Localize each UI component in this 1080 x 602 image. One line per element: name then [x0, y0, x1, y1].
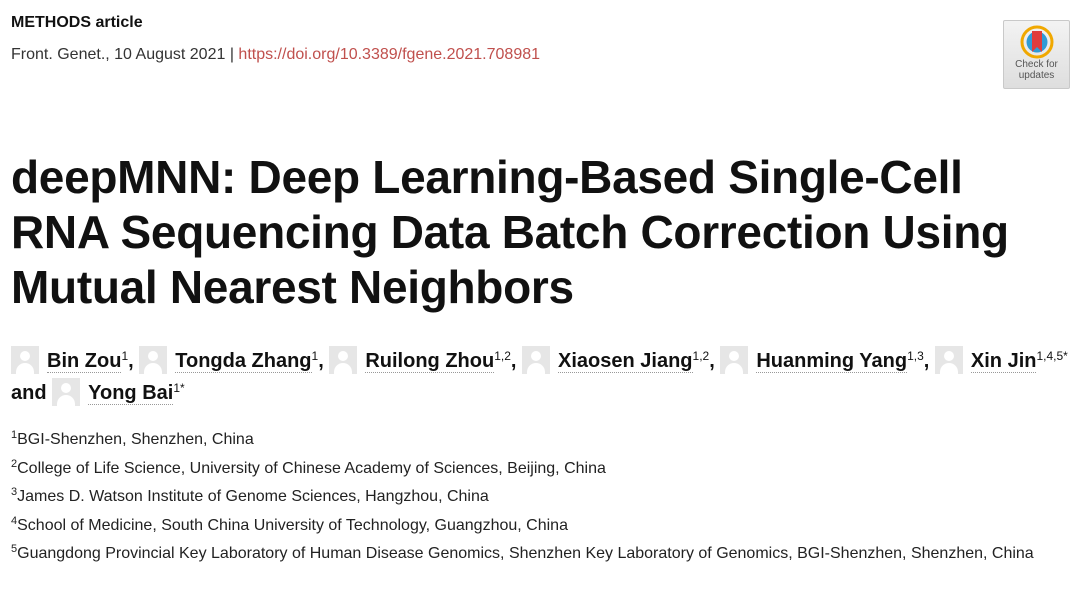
author-separator: ,	[923, 350, 935, 372]
affiliation-text: School of Medicine, South China Universi…	[17, 516, 568, 534]
badge-line-1: Check for	[1015, 59, 1058, 70]
avatar	[329, 346, 358, 374]
author-separator: ,	[510, 350, 523, 372]
journal-date: Front. Genet., 10 August 2021	[11, 46, 226, 63]
author-item[interactable]: Ruilong Zhou1,2	[329, 346, 511, 374]
article-title: deepMNN: Deep Learning-Based Single-Cell…	[11, 151, 1009, 313]
affiliation-text: James D. Watson Institute of Genome Scie…	[17, 488, 489, 506]
author-name[interactable]: Ruilong Zhou	[365, 350, 495, 373]
author-name[interactable]: Bin Zou	[47, 350, 122, 373]
author-affiliation-sup: 1,3	[907, 349, 924, 363]
badge-line-2: updates	[1018, 70, 1055, 81]
author-item[interactable]: Bin Zou1	[11, 346, 129, 374]
affiliation-item: 5Guangdong Provincial Key Laboratory of …	[11, 540, 1071, 569]
affiliation-number: 1	[11, 429, 18, 441]
author-separator: ,	[128, 350, 140, 372]
author-item[interactable]: Tongda Zhang1	[139, 346, 319, 374]
affiliation-list: 1BGI-Shenzhen, Shenzhen, China 2College …	[11, 426, 1071, 569]
avatar	[522, 346, 551, 374]
article-type-label: METHODS article	[11, 14, 143, 31]
affiliation-item: 3James D. Watson Institute of Genome Sci…	[11, 483, 1071, 512]
affiliation-item: 4School of Medicine, South China Univers…	[11, 512, 1071, 541]
avatar	[934, 346, 963, 374]
author-separator: and	[11, 382, 53, 404]
author-affiliation-sup: 1*	[173, 381, 185, 395]
avatar	[52, 378, 81, 406]
author-name[interactable]: Xin Jin	[970, 350, 1037, 373]
author-name[interactable]: Xiaosen Jiang	[558, 350, 693, 373]
affiliation-number: 4	[11, 514, 18, 527]
affiliation-text: College of Life Science, University of C…	[17, 459, 606, 477]
author-affiliation-sup: 1,2	[692, 349, 710, 363]
affiliation-number: 2	[11, 457, 18, 470]
author-name[interactable]: Tongda Zhang	[175, 350, 312, 373]
author-item[interactable]: Huanming Yang1,3	[720, 346, 924, 374]
affiliation-text: Guangdong Provincial Key Laboratory of H…	[17, 545, 1034, 563]
author-name[interactable]: Huanming Yang	[756, 350, 908, 373]
affiliation-item: 2College of Life Science, University of …	[11, 455, 1071, 484]
author-separator: ,	[318, 350, 330, 372]
author-item[interactable]: Xiaosen Jiang1,2	[522, 346, 710, 374]
author-item[interactable]: Yong Bai1*	[52, 378, 185, 406]
avatar	[11, 346, 39, 374]
affiliation-text: BGI-Shenzhen, Shenzhen, China	[17, 431, 254, 448]
author-separator: ,	[709, 350, 721, 372]
author-affiliation-sup: 1	[311, 349, 319, 363]
affiliation-number: 5	[11, 543, 18, 556]
author-affiliation-sup: 1	[121, 349, 129, 363]
doi-link[interactable]: https://doi.org/10.3389/fgene.2021.70898…	[238, 46, 541, 63]
author-list: Bin Zou1, Tongda Zhang1, Ruilong Zhou1,2…	[11, 345, 1071, 409]
citation-separator: |	[225, 46, 239, 63]
affiliation-number: 3	[11, 486, 18, 499]
citation-line: Front. Genet., 10 August 2021 | https://…	[11, 46, 540, 64]
avatar	[139, 346, 168, 374]
check-for-updates-badge[interactable]: Check for updates	[1003, 20, 1070, 89]
author-name[interactable]: Yong Bai	[88, 382, 174, 405]
affiliation-item: 1BGI-Shenzhen, Shenzhen, China	[11, 426, 1071, 455]
avatar	[720, 346, 749, 374]
author-affiliation-sup: 1,4,5*	[1036, 349, 1068, 363]
crossmark-icon	[1020, 25, 1053, 59]
author-affiliation-sup: 1,2	[494, 349, 511, 363]
